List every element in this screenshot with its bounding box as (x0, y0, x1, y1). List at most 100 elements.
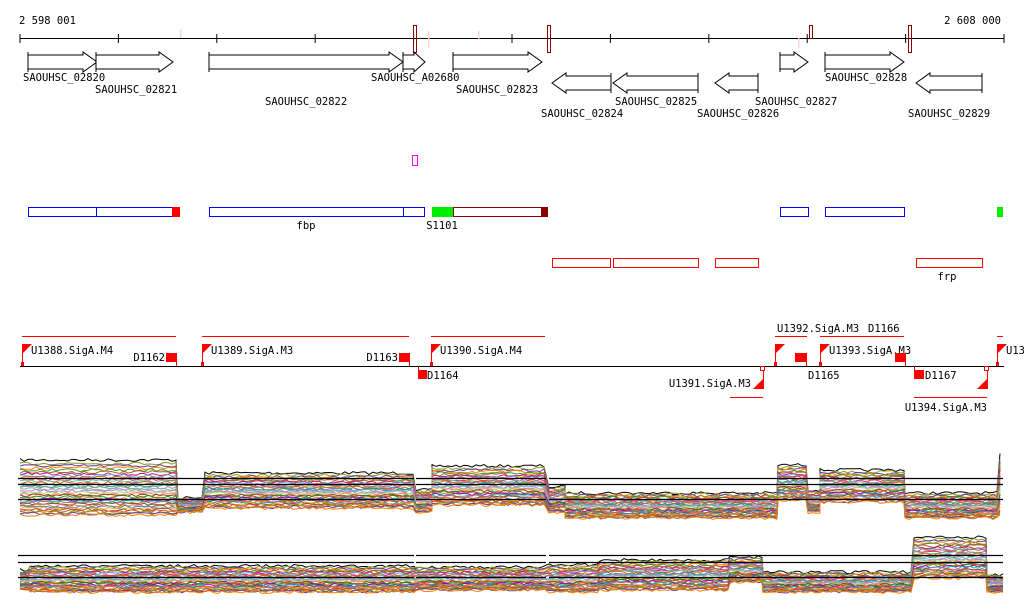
terminator-label: D1164 (427, 370, 459, 382)
promoter-u1390.siga.m4[interactable]: U1390.SigA.M4 (430, 344, 522, 366)
terminator-label: D1162 (133, 352, 165, 364)
promoter-label: U1389.SigA.M3 (211, 345, 293, 357)
expression-trace (19, 473, 1001, 504)
promoter-u1393.siga.m3[interactable]: U1393.SigA.M3 (819, 344, 911, 366)
pale-marker (180, 29, 182, 38)
pale-marker (478, 31, 480, 39)
promoter-label: U1392.SigA.M3 (777, 323, 859, 335)
gene-saouhsc_02824[interactable]: SAOUHSC_02824 (541, 72, 623, 120)
feature-label-s1101: S1101 (426, 220, 458, 232)
gene-arrow[interactable] (551, 72, 611, 94)
promoter-flag-icon (753, 379, 763, 389)
gene-arrow[interactable] (28, 51, 98, 73)
gene-saouhsc_02827[interactable]: SAOUHSC_02827 (755, 51, 837, 108)
promoter-flag-icon (775, 344, 785, 354)
gene-label: SAOUHSC_02829 (908, 108, 990, 120)
expression-trace (19, 556, 1004, 586)
feature[interactable] (453, 207, 542, 217)
site-marker[interactable] (547, 25, 551, 53)
gene-label: SAOUHSC_02828 (825, 72, 907, 84)
gene-saouhsc_02823[interactable]: SAOUHSC_02823 (452, 51, 543, 96)
promoter-u1392.siga.m3[interactable]: U1392.SigA.M3 (774, 323, 859, 366)
gene-saouhsc_02825[interactable]: SAOUHSC_02825 (612, 72, 699, 108)
gene-label: SAOUHSC_A02680 (371, 72, 460, 84)
terminator-icon (795, 353, 806, 362)
gene-arrow[interactable] (780, 51, 809, 73)
terminator-d1165[interactable]: D1165 (795, 353, 840, 382)
promoter-u13[interactable]: U13 (996, 344, 1024, 366)
gene-label: SAOUHSC_02824 (541, 108, 623, 120)
gene-arrow[interactable] (209, 51, 404, 73)
reverse-feature-frp[interactable] (916, 258, 983, 268)
gene-label: SAOUHSC_02822 (265, 96, 347, 108)
terminator-d1167[interactable]: D1167 (914, 366, 957, 382)
terminator-d1164[interactable]: D1164 (418, 366, 459, 382)
gene-arrow[interactable] (96, 51, 174, 73)
terminator-icon (914, 370, 924, 379)
expression-trace (19, 478, 1001, 507)
gene-arrow[interactable] (714, 72, 758, 94)
terminator-label: D1163 (366, 352, 398, 364)
site-marker[interactable] (908, 25, 912, 53)
site-marker[interactable] (809, 25, 813, 39)
forward-feature[interactable] (825, 207, 905, 217)
promoter-label: U1393.SigA.M3 (829, 345, 911, 357)
expression-trace (19, 464, 1001, 502)
promoter-label: U1390.SigA.M4 (440, 345, 522, 357)
promoter-flag-icon (997, 344, 1007, 354)
promoter-flag-icon (22, 344, 32, 354)
terminator-icon (895, 353, 905, 362)
gene-saouhsc_02826[interactable]: SAOUHSC_02826 (697, 72, 779, 120)
forward-feature[interactable] (96, 207, 173, 217)
gene-saouhsc_a02680[interactable]: SAOUHSC_A02680 (371, 50, 460, 84)
gene-label: SAOUHSC_02825 (615, 96, 697, 108)
expression-trace (19, 575, 1004, 595)
gene-label: SAOUHSC_02820 (23, 72, 105, 84)
expression-trace (19, 483, 1001, 510)
gene-arrow[interactable] (825, 51, 905, 73)
terminator-d1162[interactable]: D1162 (133, 352, 177, 366)
gene-arrow[interactable] (453, 51, 543, 73)
feature-label-fbp: fbp (297, 220, 316, 232)
forward-feature[interactable] (403, 207, 425, 217)
forward-feature[interactable] (28, 207, 97, 217)
gene-label: SAOUHSC_02821 (95, 84, 177, 96)
forward-feature-fbp[interactable] (209, 207, 404, 217)
promoter-flag-icon (202, 344, 212, 354)
reverse-feature[interactable] (715, 258, 759, 268)
gene-label: SAOUHSC_02826 (697, 108, 779, 120)
ruler: 2 598 001 2 608 000 (19, 15, 1005, 53)
reverse-feature[interactable] (613, 258, 699, 268)
misc-feature[interactable] (412, 155, 418, 166)
promoter-u1388.siga.m4[interactable]: U1388.SigA.M4 (21, 344, 113, 366)
feature-track: fbp S1101 frp (28, 155, 1003, 283)
promoter-u1389.siga.m3[interactable]: U1389.SigA.M3 (201, 344, 293, 366)
highlight-feature-s1101[interactable] (432, 207, 454, 217)
gene-arrow[interactable] (612, 72, 698, 94)
expression-panel-1 (18, 453, 1003, 521)
promoter-flag-icon (431, 344, 441, 354)
promoter-u1391.siga.m3[interactable]: U1391.SigA.M3 (669, 366, 765, 391)
terminator-icon (166, 353, 176, 362)
gene-label: SAOUHSC_02823 (456, 84, 538, 96)
forward-feature[interactable] (780, 207, 809, 217)
feature-end-mark (541, 207, 548, 217)
terminator-d1163[interactable]: D1163 (366, 352, 410, 366)
expression-panel-2 (18, 535, 1004, 595)
terminator-d1166[interactable]: D1166 (868, 323, 906, 366)
gene-saouhsc_02820[interactable]: SAOUHSC_02820 (23, 51, 105, 84)
gene-saouhsc_02829[interactable]: SAOUHSC_02829 (908, 72, 990, 120)
expression-trace (19, 571, 1004, 593)
promoter-u1394.siga.m3[interactable]: U1394.SigA.M3 (905, 366, 989, 415)
gene-arrow[interactable] (915, 72, 982, 94)
reverse-feature[interactable] (552, 258, 611, 268)
pale-marker (428, 31, 430, 48)
gene-saouhsc_02828[interactable]: SAOUHSC_02828 (824, 51, 907, 84)
gene-saouhsc_02821[interactable]: SAOUHSC_02821 (95, 51, 177, 96)
highlight-feature[interactable] (997, 207, 1003, 217)
terminator-icon (418, 370, 427, 379)
promoter-flag-icon (820, 344, 830, 354)
expression-tracks (18, 453, 1004, 595)
gene-arrow[interactable] (403, 50, 426, 74)
